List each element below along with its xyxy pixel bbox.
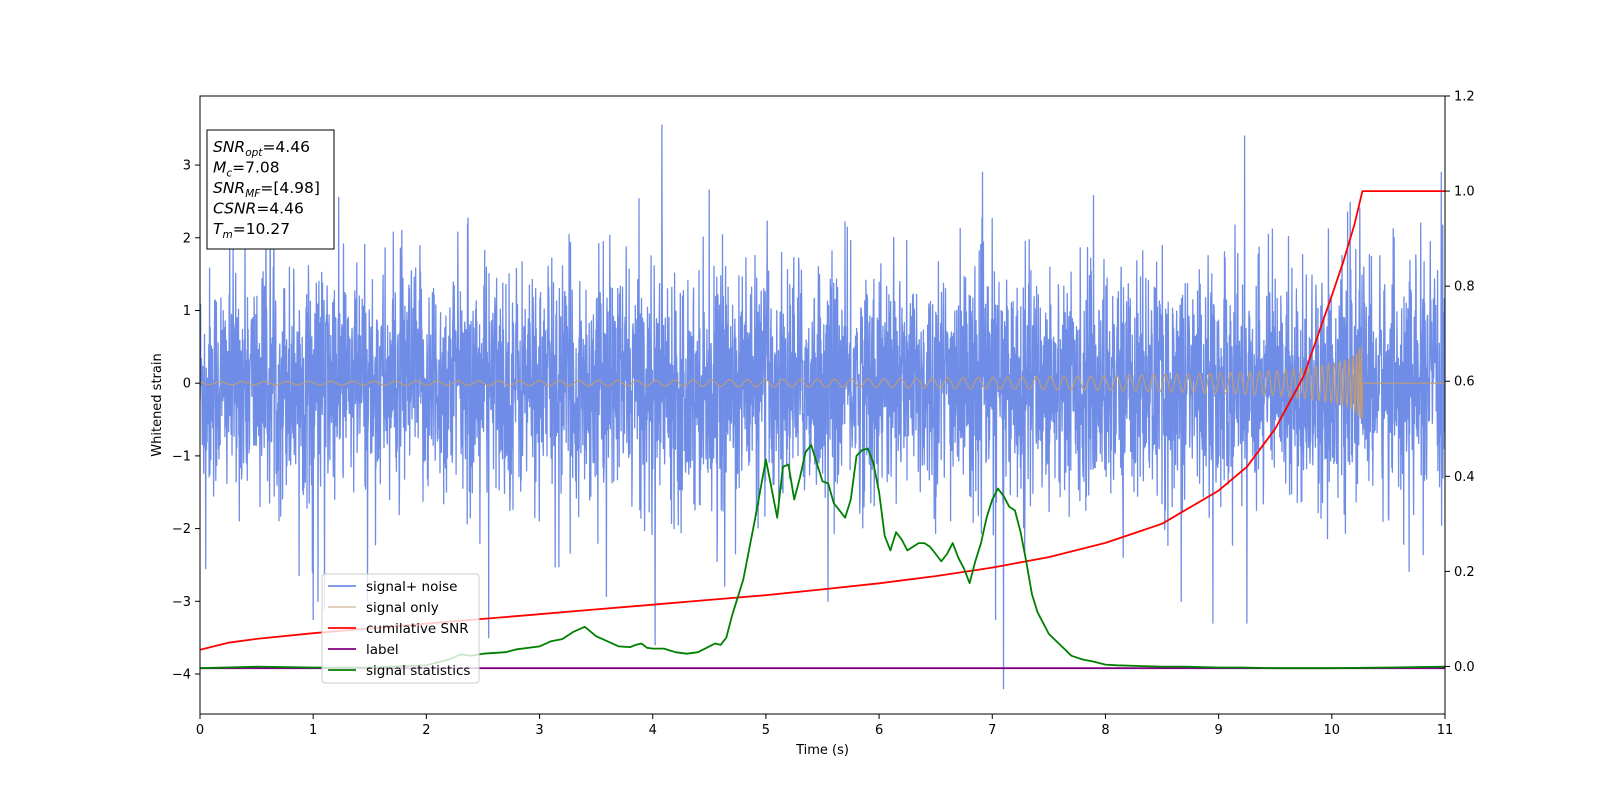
legend-label: signal statistics — [366, 663, 470, 679]
info-line: SNRMF=[4.98] — [213, 179, 320, 200]
y-left-tick-label: −3 — [172, 595, 191, 610]
x-tick-label: 9 — [1214, 723, 1222, 738]
info-subscript: c — [226, 168, 232, 180]
legend-label: cumilative SNR — [366, 621, 469, 637]
x-tick-label: 8 — [1101, 723, 1109, 738]
x-tick-label: 4 — [649, 723, 657, 738]
info-line: Mc=7.08 — [213, 159, 280, 180]
legend-label: signal only — [366, 600, 439, 616]
x-tick-label: 7 — [988, 723, 996, 738]
info-symbol: M — [213, 159, 226, 177]
legend: signal+ noise signal only cumilative SNR la… — [321, 573, 480, 684]
y-left-tick-label: 1 — [183, 304, 191, 319]
info-line: SNRopt=4.46 — [213, 138, 310, 159]
legend-label: label — [366, 642, 399, 658]
info-subscript: MF — [245, 188, 261, 200]
y-right-tick-label: 0.6 — [1454, 375, 1475, 390]
info-symbol: T — [213, 220, 224, 238]
y-left-tick-label: 0 — [183, 377, 191, 392]
y-right-tick-label: 1.0 — [1454, 185, 1475, 200]
y-left-tick-label: −1 — [172, 449, 191, 464]
info-line: CSNR=4.46 — [213, 200, 304, 218]
x-axis-label: Time (s) — [795, 743, 849, 758]
y-left-tick-label: −4 — [172, 668, 191, 683]
y-right-tick-label: 0.4 — [1454, 470, 1475, 485]
info-box: SNRopt=4.46Mc=7.08SNRMF=[4.98]CSNR=4.46T… — [206, 129, 335, 250]
info-value: =7.08 — [232, 159, 280, 177]
y-right-tick-label: 0.0 — [1454, 660, 1475, 675]
info-value: =10.27 — [233, 220, 290, 238]
info-box-frame — [206, 129, 335, 250]
x-tick-label: 11 — [1437, 723, 1454, 738]
x-tick-label: 6 — [875, 723, 883, 738]
series-signal-noise-line — [200, 124, 1445, 690]
info-value: =[4.98] — [260, 179, 320, 197]
info-subscript: m — [222, 229, 232, 241]
info-value: =4.46 — [262, 138, 310, 156]
x-tick-label: 3 — [535, 723, 543, 738]
axes: 0 1 2 3 4 5 6 7 8 9 10 11 −4 −3 −2 −1 0 1 2 3 0.0 0.2 0.4 0.6 0.… — [150, 90, 1475, 759]
x-tick-label: 1 — [309, 723, 317, 738]
info-symbol: SNR — [213, 179, 245, 197]
x-tick-label: 5 — [762, 723, 770, 738]
y-right-tick-label: 0.8 — [1454, 280, 1475, 295]
info-line: Tm=10.27 — [213, 220, 290, 241]
series-signal-only-line — [200, 345, 1445, 419]
y-left-tick-label: 3 — [183, 159, 191, 174]
y-right-tick-label: 1.2 — [1454, 90, 1475, 105]
plot-frame — [199, 95, 1446, 715]
info-symbol: SNR — [213, 138, 245, 156]
legend-label: signal+ noise — [366, 579, 457, 595]
y-right-tick-label: 0.2 — [1454, 565, 1475, 580]
series-signal-statistics-line — [200, 444, 1445, 670]
legend-frame — [321, 573, 480, 684]
y-left-tick-label: −2 — [172, 522, 191, 537]
info-symbol: CSNR — [213, 200, 256, 218]
x-tick-label: 10 — [1324, 723, 1341, 738]
info-subscript: opt — [245, 147, 263, 159]
y-axis-label: Whitened strain — [150, 353, 165, 456]
x-tick-label: 2 — [422, 723, 430, 738]
info-value: =4.46 — [256, 200, 304, 218]
y-left-tick-label: 2 — [183, 231, 191, 246]
x-tick-label: 0 — [196, 723, 204, 738]
